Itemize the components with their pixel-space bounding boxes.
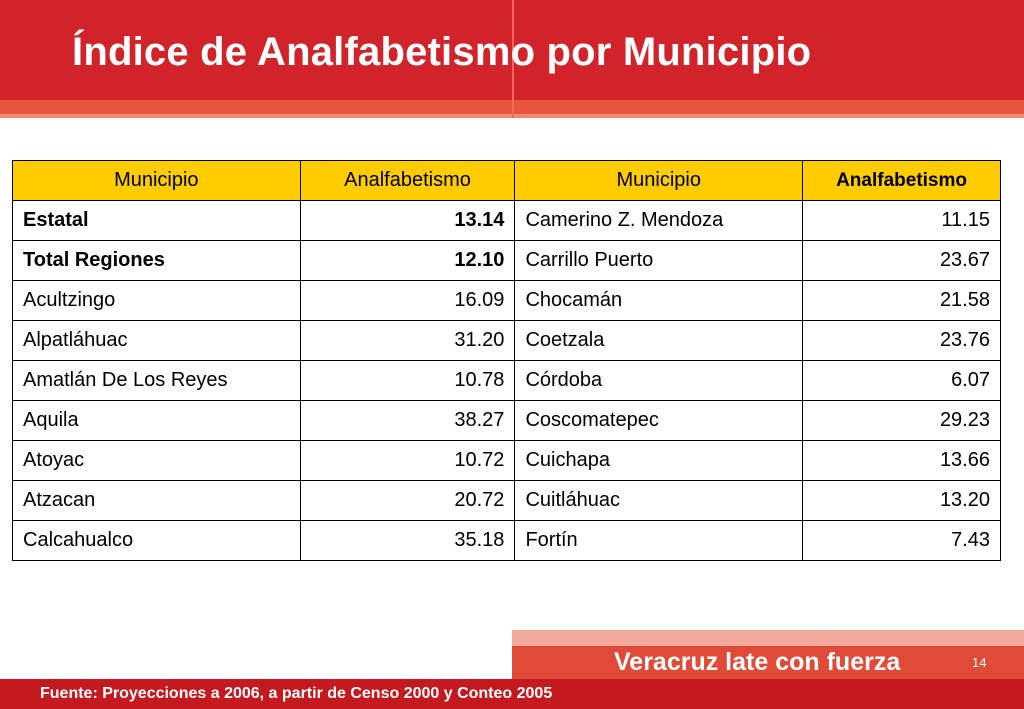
value-cell: 21.58 [802, 280, 1001, 321]
value-cell: 23.76 [802, 320, 1001, 361]
value-cell: 12.10 [299, 240, 516, 281]
source-bar [0, 679, 1024, 709]
value-cell: 10.72 [299, 440, 516, 481]
value-cell: 31.20 [299, 320, 516, 361]
value-cell: 23.67 [802, 240, 1001, 281]
value-cell: 35.18 [299, 520, 516, 561]
table-row: Atzacan 20.72 Cuitláhuac 13.20 [12, 480, 1001, 521]
value-cell: 7.43 [802, 520, 1001, 561]
literacy-table: Municipio Analfabetismo Municipio Analfa… [12, 160, 1001, 561]
table-row: Calcahualco 35.18 Fortín 7.43 [12, 520, 1001, 561]
table-row: Acultzingo 16.09 Chocamán 21.58 [12, 280, 1001, 321]
municipio-cell: Acultzingo [12, 280, 301, 321]
table-header-row: Municipio Analfabetismo Municipio Analfa… [12, 160, 1001, 201]
value-cell: 13.66 [802, 440, 1001, 481]
header-municipio-1: Municipio [12, 160, 301, 201]
municipio-cell: Coscomatepec [514, 400, 804, 441]
municipio-cell: Aquila [12, 400, 301, 441]
source-note: Fuente: Proyecciones a 2006, a partir de… [40, 685, 553, 702]
table-row: Estatal 13.14 Camerino Z. Mendoza 11.15 [12, 200, 1001, 241]
header-divider-line [512, 0, 514, 118]
value-cell: 6.07 [802, 360, 1001, 401]
municipio-cell: Córdoba [514, 360, 804, 401]
municipio-cell: Amatlán De Los Reyes [12, 360, 301, 401]
footer-accent-stripe [512, 630, 1024, 646]
municipio-cell: Alpatláhuac [12, 320, 301, 361]
value-cell: 29.23 [802, 400, 1001, 441]
header-analfabetismo-1: Analfabetismo [299, 160, 516, 201]
municipio-cell: Estatal [12, 200, 301, 241]
table-row: Aquila 38.27 Coscomatepec 29.23 [12, 400, 1001, 441]
value-cell: 13.14 [299, 200, 516, 241]
municipio-cell: Atzacan [12, 480, 301, 521]
page-number: 14 [972, 655, 987, 670]
municipio-cell: Fortín [514, 520, 804, 561]
value-cell: 16.09 [299, 280, 516, 321]
table-row: Amatlán De Los Reyes 10.78 Córdoba 6.07 [12, 360, 1001, 401]
table-row: Alpatláhuac 31.20 Coetzala 23.76 [12, 320, 1001, 361]
value-cell: 38.27 [299, 400, 516, 441]
header-analfabetismo-2: Analfabetismo [802, 160, 1001, 201]
municipio-cell: Chocamán [514, 280, 804, 321]
municipio-cell: Carrillo Puerto [514, 240, 804, 281]
municipio-cell: Total Regiones [12, 240, 301, 281]
brand-slogan: Veracruz late con fuerza [614, 648, 901, 676]
value-cell: 11.15 [802, 200, 1001, 241]
municipio-cell: Atoyac [12, 440, 301, 481]
municipio-cell: Coetzala [514, 320, 804, 361]
municipio-cell: Camerino Z. Mendoza [514, 200, 804, 241]
table-row: Total Regiones 12.10 Carrillo Puerto 23.… [12, 240, 1001, 281]
value-cell: 20.72 [299, 480, 516, 521]
value-cell: 10.78 [299, 360, 516, 401]
footer-brand-bar [512, 646, 1024, 679]
header-municipio-2: Municipio [514, 160, 804, 201]
municipio-cell: Cuichapa [514, 440, 804, 481]
value-cell: 13.20 [802, 480, 1001, 521]
municipio-cell: Cuitláhuac [514, 480, 804, 521]
table-row: Atoyac 10.72 Cuichapa 13.66 [12, 440, 1001, 481]
page-title: Índice de Analfabetismo por Municipio [72, 30, 812, 74]
municipio-cell: Calcahualco [12, 520, 301, 561]
